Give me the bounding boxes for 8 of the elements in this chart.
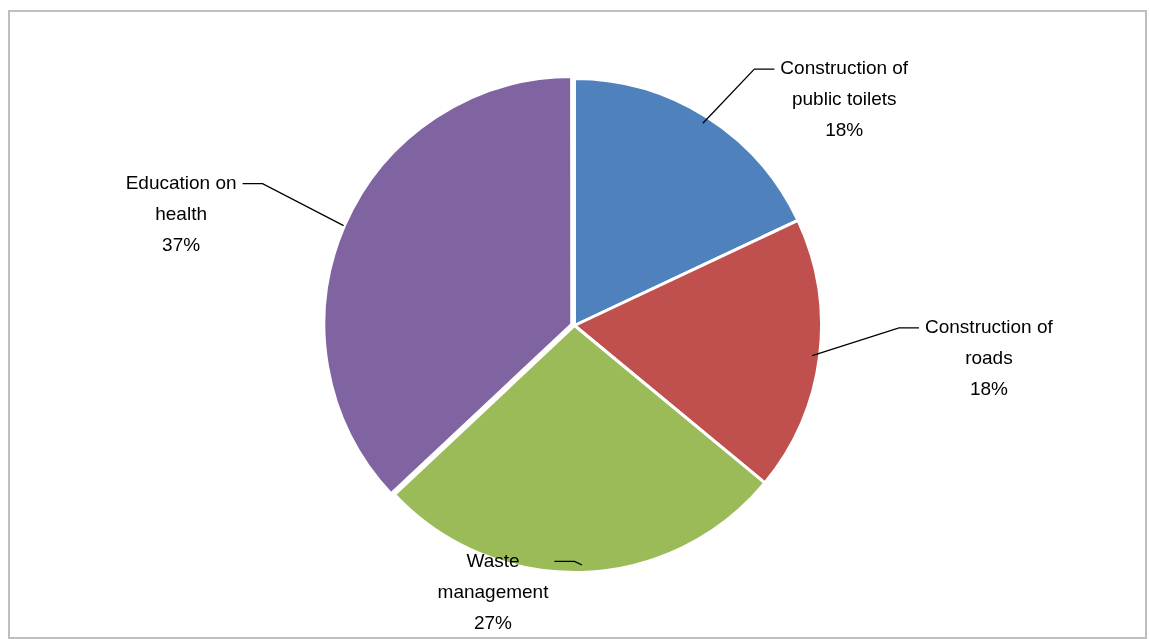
slice-label: Construction of roads: [924, 316, 1054, 369]
slice-label: Waste management: [437, 549, 550, 602]
data-label: 18%: [825, 119, 864, 141]
data-label: 37%: [162, 233, 201, 255]
slice-label: Construction of public toilets: [780, 57, 909, 110]
data-label: 27%: [473, 611, 513, 633]
data-label: 18%: [969, 378, 1009, 400]
slice-label: Education on health: [125, 171, 237, 224]
